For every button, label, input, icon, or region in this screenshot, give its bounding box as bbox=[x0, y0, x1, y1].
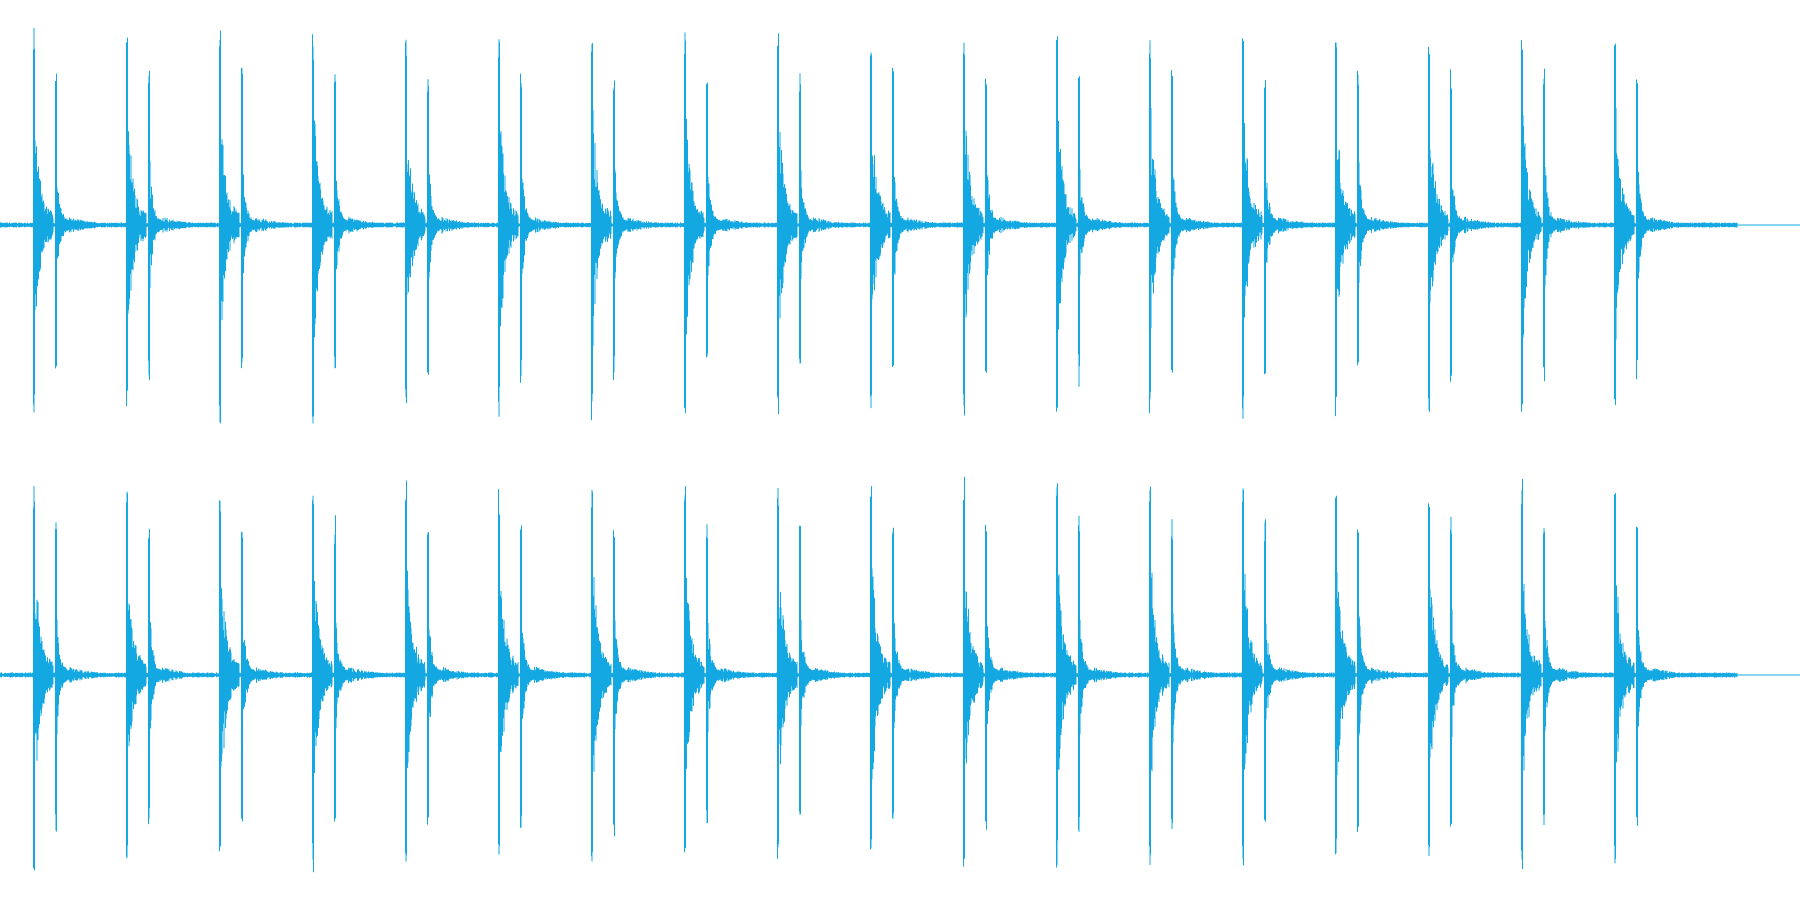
channel-2-waveform bbox=[0, 476, 1738, 873]
channel-1-waveform bbox=[0, 28, 1738, 424]
